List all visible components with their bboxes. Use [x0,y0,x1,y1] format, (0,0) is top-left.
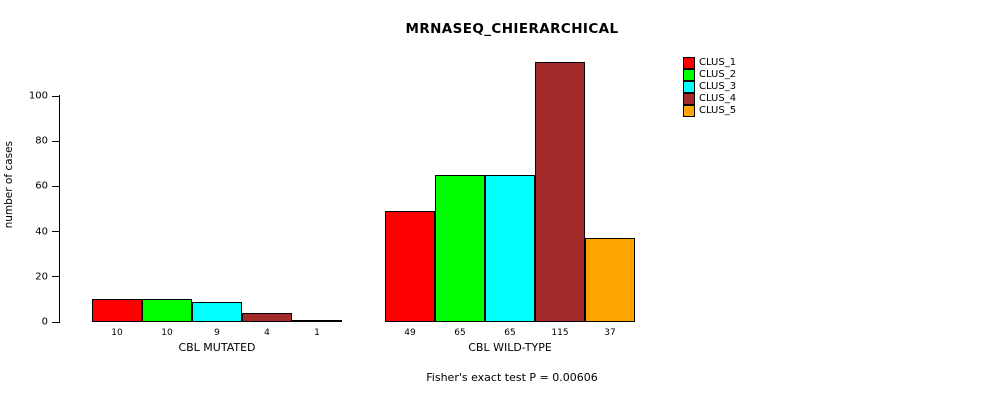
bar-value-label: 37 [604,328,616,338]
bar-value-label: 1 [314,328,320,338]
bar-clus_5-group1 [585,238,635,322]
legend-label: CLUS_2 [699,69,737,80]
y-tick-label: 0 [41,316,48,328]
y-tick [52,140,59,142]
x-group-label-cbl-wild-type: CBL WILD-TYPE [468,341,552,354]
bar-clus_2-group1 [435,175,485,322]
legend-item-clus_2: CLUS_2 [683,68,737,81]
bar-value-label: 4 [264,328,270,338]
y-tick [52,231,59,233]
legend-label: CLUS_5 [699,105,737,116]
bar-clus_1-group0 [92,299,142,322]
x-group-label-cbl-mutated: CBL MUTATED [178,341,256,354]
legend-swatch [683,104,695,117]
y-axis [59,95,60,323]
bar-clus_1-group1 [385,211,435,322]
bar-clus_4-group0 [242,312,292,322]
y-tick [52,321,59,323]
y-tick [52,185,59,187]
y-tick [52,95,59,97]
fisher-test-caption: Fisher's exact test P = 0.00606 [426,371,598,384]
y-tick-label: 60 [35,180,48,192]
bar-clus_3-group1 [485,175,535,322]
legend-swatch [683,56,695,69]
y-tick-label: 100 [28,90,48,102]
legend-item-clus_4: CLUS_4 [683,92,737,105]
y-tick-label: 80 [35,135,48,147]
bar-clus_4-group1 [535,62,585,322]
bar-value-label: 65 [504,328,516,338]
bar-value-label: 115 [551,328,569,338]
legend-item-clus_5: CLUS_5 [683,104,737,117]
bar-value-label: 10 [111,328,123,338]
legend-swatch [683,80,695,93]
bar-clus_3-group0 [192,301,242,322]
y-tick [52,276,59,278]
bar-value-label: 65 [454,328,466,338]
bar-value-label: 49 [404,328,416,338]
chart-title: MRNASEQ_CHIERARCHICAL [405,21,619,37]
legend: CLUS_1 CLUS_2 CLUS_3 CLUS_4 CLUS_5 [683,56,737,117]
legend-item-clus_1: CLUS_1 [683,56,737,69]
plot-area: CBL MUTATED CBL WILD-TYPE 0 20 40 60 80 100 10… [29,40,680,354]
legend-swatch [683,92,695,105]
legend-label: CLUS_1 [699,57,737,68]
y-axis-label: number of cases [3,141,15,229]
legend-label: CLUS_3 [699,81,737,92]
y-tick-label: 40 [35,226,48,238]
bar-clus_5-group0 [292,319,342,322]
bar-clus_2-group0 [142,299,192,322]
legend-swatch [683,68,695,81]
y-tick-label: 20 [35,271,48,283]
legend-item-clus_3: CLUS_3 [683,80,737,93]
bar-value-label: 10 [161,328,173,338]
bar-value-label: 9 [214,328,220,338]
legend-label: CLUS_4 [699,93,737,104]
